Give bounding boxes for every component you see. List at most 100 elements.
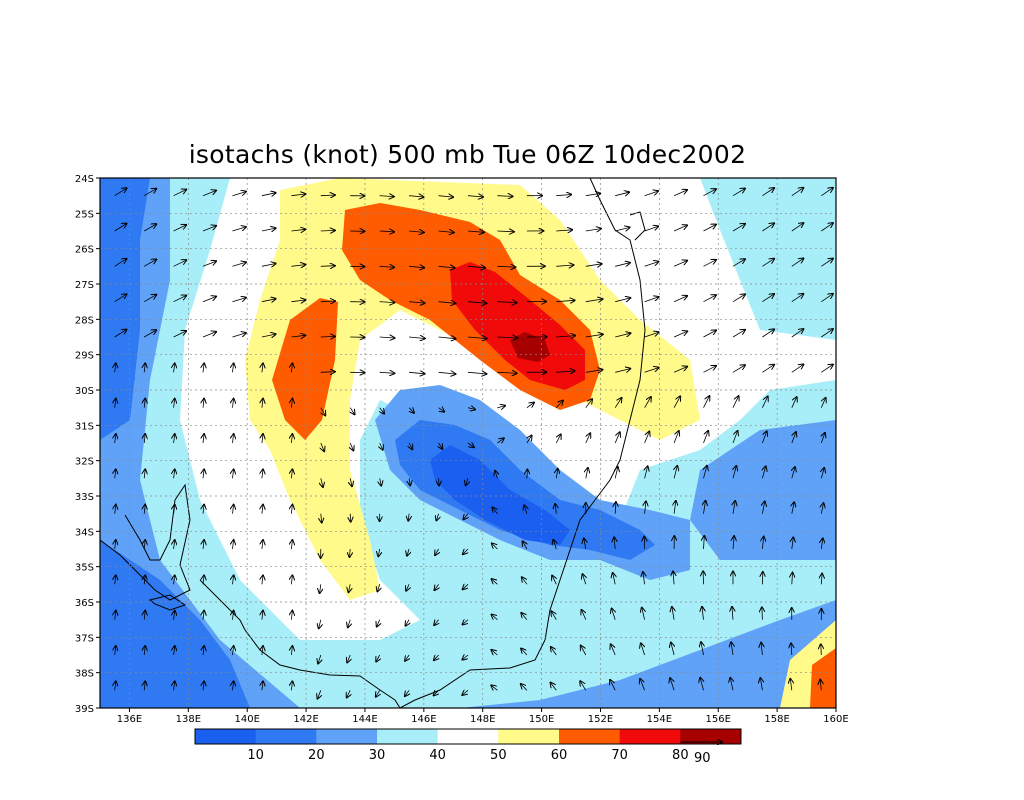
y-tick-label: 38S: [75, 669, 94, 680]
wind-vector: [173, 190, 187, 197]
wind-vector: [115, 505, 116, 514]
wind-vector: [640, 679, 645, 691]
wind-vector: [821, 329, 833, 338]
y-tick-label: 30S: [75, 386, 94, 397]
y-tick-label: 27S: [75, 280, 94, 291]
wind-vector: [762, 431, 766, 444]
wind-vector: [291, 399, 292, 408]
wind-vector: [434, 655, 439, 660]
wind-vector: [379, 302, 395, 303]
wind-vector: [350, 442, 353, 450]
wind-vector: [762, 607, 763, 620]
wind-vector: [347, 654, 350, 662]
wind-vector: [144, 330, 156, 338]
wind-vector: [762, 365, 774, 373]
wind-vector: [491, 650, 498, 655]
wind-vector: [615, 227, 629, 231]
wind-vector: [762, 397, 767, 408]
wind-vector: [585, 193, 600, 195]
isotach-band-50-60: [245, 178, 700, 600]
y-tick-label: 34S: [75, 527, 94, 538]
reference-vector: 90: [680, 742, 722, 766]
wind-vector: [378, 548, 379, 556]
wind-vector: [792, 467, 795, 479]
wind-vector: [615, 298, 630, 303]
wind-vector: [644, 262, 659, 267]
map-frame: [99, 177, 837, 709]
wind-vector: [379, 266, 395, 267]
wind-vector: [203, 434, 204, 444]
isotach-band-0-10: [430, 445, 570, 545]
wind-vector: [203, 540, 204, 550]
y-axis: 24S 25S 26S 27S 28S 29S 30S 31S 32S 33S 34S 35S 36S 3…: [75, 174, 100, 715]
wind-vector: [203, 575, 204, 585]
x-tick-label: 148E: [470, 714, 495, 725]
colorbar-label: 70: [611, 748, 628, 763]
wind-vector: [821, 538, 823, 550]
wind-vector: [791, 188, 804, 197]
wind-vector: [762, 502, 764, 514]
wind-vector: [320, 195, 335, 196]
wind-vector: [438, 302, 456, 304]
wind-vector: [379, 231, 394, 232]
wind-vector: [379, 372, 395, 373]
wind-vector: [202, 226, 216, 232]
wind-vector: [115, 434, 116, 444]
wind-vector: [320, 230, 335, 231]
y-tick-label: 32S: [75, 457, 94, 468]
wind-vector: [202, 261, 216, 267]
wind-vector: [144, 611, 145, 620]
wind-vector: [556, 469, 558, 479]
x-tick-label: 152E: [588, 714, 613, 725]
wind-vector: [762, 294, 774, 303]
wind-vector: [377, 584, 379, 591]
wind-vector: [379, 196, 394, 197]
wind-vector: [703, 330, 717, 338]
wind-vector: [406, 584, 409, 590]
wind-vector: [114, 330, 127, 338]
wind-vector: [144, 505, 145, 514]
wind-vector: [641, 643, 645, 656]
wind-vector: [761, 643, 762, 656]
wind-vector: [522, 577, 528, 585]
wind-vector: [732, 396, 739, 408]
wind-vector: [174, 363, 175, 373]
wind-vector: [144, 681, 145, 691]
wind-vector: [791, 329, 804, 338]
colorbar: 10 20 30 40 50 60 70 80: [194, 728, 742, 763]
wind-vector: [703, 189, 716, 197]
x-tick-label: 146E: [411, 714, 436, 725]
wind-vector: [732, 431, 738, 444]
wind-vector: [792, 573, 793, 585]
wind-vector: [732, 607, 733, 620]
wind-vector: [790, 679, 792, 691]
wind-vector: [321, 513, 322, 523]
wind-vector: [556, 265, 573, 266]
wind-vector: [551, 647, 557, 656]
wind-vector: [380, 478, 382, 485]
wind-vector: [733, 466, 736, 479]
wind-vector: [438, 196, 454, 197]
wind-vectors: [115, 188, 833, 699]
wind-vector: [409, 231, 424, 232]
wind-vector: [467, 302, 486, 304]
wind-vector: [495, 471, 497, 479]
wind-vector: [615, 369, 630, 373]
reference-vector-label: 90: [694, 751, 711, 766]
wind-vector: [202, 191, 216, 197]
wind-vector: [615, 192, 629, 196]
wind-vector: [497, 302, 516, 303]
wind-vector: [262, 363, 263, 373]
wind-vector: [613, 573, 616, 585]
wind-vector: [791, 364, 804, 373]
x-tick-label: 140E: [234, 714, 259, 725]
wind-vector: [144, 363, 145, 373]
wind-vector: [174, 399, 175, 408]
wind-vector: [556, 300, 574, 301]
wind-vector: [320, 372, 335, 373]
wind-vector: [730, 678, 733, 691]
y-tick-label: 28S: [75, 315, 94, 326]
wind-vector: [144, 646, 145, 656]
wind-vector: [203, 646, 204, 656]
wind-vector: [291, 540, 292, 550]
